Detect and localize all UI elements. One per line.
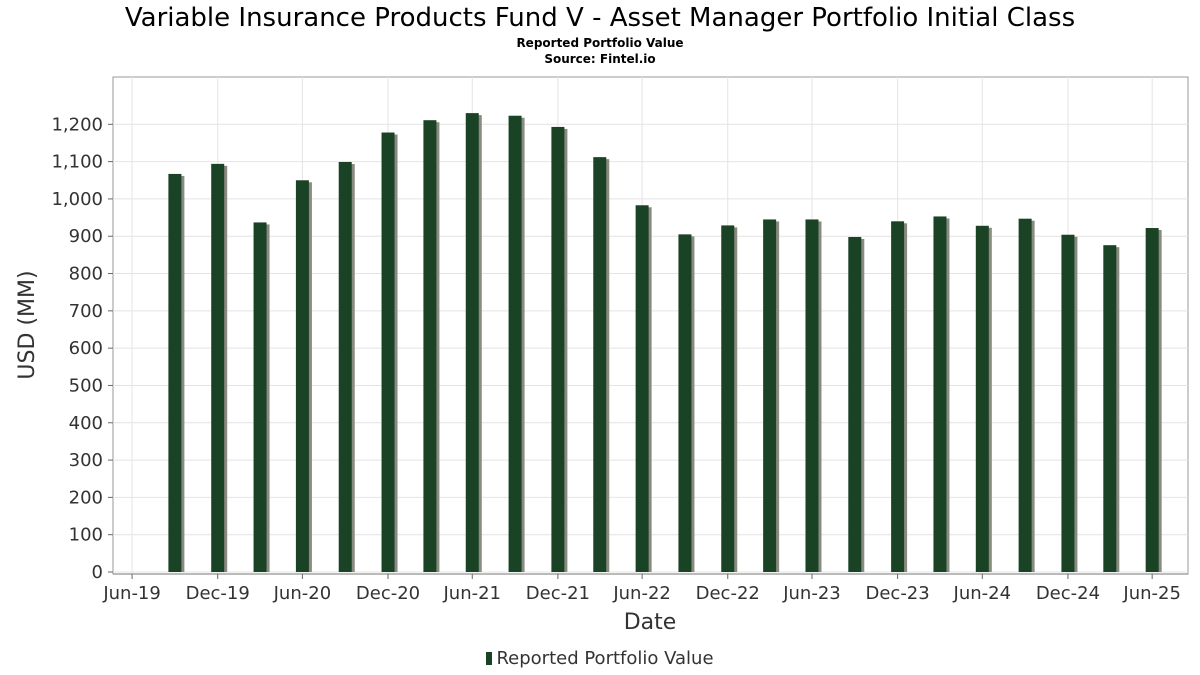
bar [508,115,522,572]
bar [805,219,819,572]
bar [678,234,692,572]
x-tick-label: Jun-23 [782,583,841,604]
x-tick-label: Jun-20 [273,583,332,604]
x-tick-label: Dec-22 [696,583,760,604]
bar [338,161,352,572]
bars [168,113,1162,573]
x-tick-label: Dec-20 [356,583,420,604]
y-tick-label: 0 [92,562,103,583]
legend-swatch [486,652,493,665]
chart-source: Source: Fintel.io [544,52,656,66]
x-tick-label: Jun-19 [102,583,161,604]
bar [1103,245,1117,572]
y-tick-label: 600 [69,338,103,359]
bar [551,126,565,573]
bar [891,221,905,573]
bar [465,113,479,572]
y-tick-label: 700 [69,301,103,322]
bar [848,236,862,572]
y-tick-label: 1,000 [51,189,103,210]
legend: Reported Portfolio Value [0,648,1200,669]
bar [635,205,649,572]
bar [295,180,309,572]
bar [253,222,267,572]
x-tick-label: Jun-21 [442,583,501,604]
y-tick-label: 400 [69,413,103,434]
x-tick-label: Dec-21 [526,583,590,604]
bar [763,219,777,572]
legend-label: Reported Portfolio Value [496,648,714,669]
bar [168,173,182,572]
x-tick-label: Dec-19 [186,583,250,604]
bar [1061,234,1075,572]
bar [423,120,437,572]
x-tick-label: Dec-23 [865,583,929,604]
y-tick-label: 300 [69,450,103,471]
x-tick-label: Jun-25 [1122,583,1181,604]
bar [1145,228,1159,572]
y-axis-title: USD (MM) [15,270,40,379]
bar [933,216,947,572]
axes: 0 100 200 300 400 500 600 700 800 900 1,000 1,100 1,… [51,114,1188,604]
x-axis-title: Date [624,610,677,635]
chart-title: Variable Insurance Products Fund V - Ass… [124,3,1076,33]
chart-subtitle: Reported Portfolio Value [516,36,684,50]
y-tick-label: 500 [69,375,103,396]
bar [1018,218,1032,572]
y-tick-label: 1,100 [51,152,103,173]
x-tick-label: Dec-24 [1036,583,1100,604]
bar [211,163,225,572]
y-tick-label: 100 [69,525,103,546]
x-tick-label: Jun-24 [953,583,1012,604]
bar [721,225,735,572]
bar [593,157,607,572]
y-tick-label: 200 [69,487,103,508]
y-tick-label: 800 [69,264,103,285]
y-tick-label: 1,200 [51,114,103,135]
bar [381,132,395,572]
bar [975,225,989,573]
x-tick-label: Jun-22 [612,583,671,604]
y-tick-label: 900 [69,226,103,247]
